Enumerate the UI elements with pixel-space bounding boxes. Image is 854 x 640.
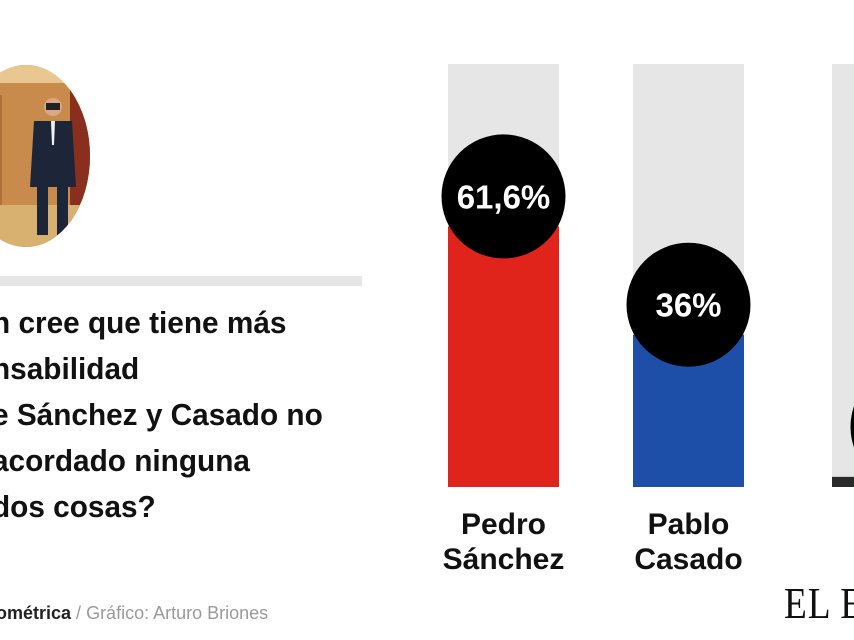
source-name: ométrica <box>0 603 72 623</box>
category-label-2: Casado <box>634 543 742 576</box>
data-label-2: 36% <box>655 287 721 324</box>
category-label-1: Sánchez <box>443 543 565 576</box>
survey-question: n cree que tiene más nsabilidad e Sánche… <box>0 305 323 524</box>
data-label-1: 61,6% <box>457 178 551 215</box>
divider <box>0 276 362 286</box>
bar-3 <box>832 476 854 487</box>
bar-track-3 <box>832 64 854 487</box>
source-credit: ométrica / Gráfico: Arturo Briones <box>0 603 268 624</box>
graphic-credit: Gráfico: Arturo Briones <box>86 603 269 623</box>
value-bubble-1 <box>441 134 566 259</box>
category-label-1: Pedro <box>461 508 546 541</box>
value-bubble-3 <box>850 406 854 448</box>
bar-1 <box>448 226 559 487</box>
el-espanol-logo: EL ES <box>784 579 854 628</box>
source-separator: / <box>71 603 87 623</box>
category-label-2: Pablo <box>648 508 730 541</box>
value-bubble-2 <box>626 242 751 367</box>
